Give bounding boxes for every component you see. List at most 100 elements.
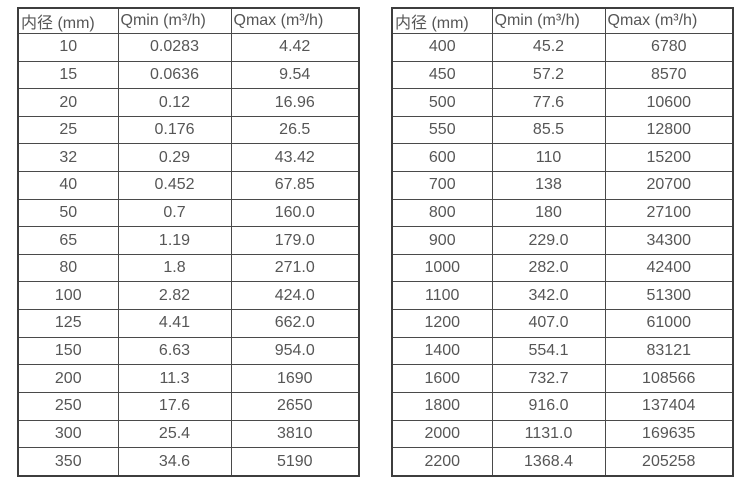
column-header-diameter: 内径 (mm) xyxy=(17,7,119,34)
table-row: 450 57.2 8570 xyxy=(391,60,734,90)
header-row: 内径 (mm) Qmin (m³/h) Qmax (m³/h) xyxy=(391,7,734,34)
table-row: 32 0.29 43.42 xyxy=(17,143,360,173)
flow-spec-table-small-dn: 内径 (mm) Qmin (m³/h) Qmax (m³/h) 10 0.0283… xyxy=(17,7,360,477)
cell-qmin: 1.8 xyxy=(117,253,232,283)
cell-diameter: 1600 xyxy=(391,364,493,393)
cell-qmin: 342.0 xyxy=(491,281,606,311)
table-row: 700 138 20700 xyxy=(391,171,734,200)
table-body: 10 0.0283 4.42 15 0.0636 9.54 20 0.12 16.96 25 0.1… xyxy=(17,33,360,477)
cell-qmax: 67.85 xyxy=(230,171,360,200)
cell-diameter: 900 xyxy=(391,226,493,255)
table-row: 15 0.0636 9.54 xyxy=(17,60,360,90)
cell-diameter: 50 xyxy=(17,198,119,228)
cell-qmax: 954.0 xyxy=(230,336,360,366)
cell-diameter: 1200 xyxy=(391,309,493,338)
table-body: 400 45.2 6780 450 57.2 8570 500 77.6 10600 550 85.… xyxy=(391,33,734,477)
cell-diameter: 80 xyxy=(17,253,119,283)
cell-diameter: 500 xyxy=(391,88,493,117)
cell-diameter: 40 xyxy=(17,171,119,200)
cell-diameter: 600 xyxy=(391,143,493,173)
cell-diameter: 350 xyxy=(17,447,119,477)
cell-diameter: 150 xyxy=(17,336,119,366)
cell-qmax: 179.0 xyxy=(230,226,360,255)
cell-qmin: 4.41 xyxy=(117,309,232,338)
cell-qmax: 1690 xyxy=(230,364,360,393)
cell-qmin: 554.1 xyxy=(491,336,606,366)
table-row: 100 2.82 424.0 xyxy=(17,281,360,311)
cell-qmax: 16.96 xyxy=(230,88,360,117)
cell-qmax: 20700 xyxy=(604,171,734,200)
cell-qmin: 0.7 xyxy=(117,198,232,228)
cell-qmax: 83121 xyxy=(604,336,734,366)
cell-qmax: 8570 xyxy=(604,60,734,90)
cell-qmax: 3810 xyxy=(230,419,360,449)
cell-diameter: 400 xyxy=(391,33,493,62)
table-row: 1800 916.0 137404 xyxy=(391,391,734,421)
table-row: 800 180 27100 xyxy=(391,198,734,228)
cell-diameter: 450 xyxy=(391,60,493,90)
table-row: 1200 407.0 61000 xyxy=(391,309,734,338)
table-row: 20 0.12 16.96 xyxy=(17,88,360,117)
table-row: 1400 554.1 83121 xyxy=(391,336,734,366)
table-row: 25 0.176 26.5 xyxy=(17,115,360,145)
cell-qmax: 424.0 xyxy=(230,281,360,311)
cell-diameter: 800 xyxy=(391,198,493,228)
cell-qmax: 51300 xyxy=(604,281,734,311)
table-row: 250 17.6 2650 xyxy=(17,391,360,421)
cell-diameter: 550 xyxy=(391,115,493,145)
table-row: 125 4.41 662.0 xyxy=(17,309,360,338)
cell-diameter: 2200 xyxy=(391,447,493,477)
cell-qmax: 43.42 xyxy=(230,143,360,173)
table-row: 1000 282.0 42400 xyxy=(391,253,734,283)
cell-qmin: 77.6 xyxy=(491,88,606,117)
cell-diameter: 20 xyxy=(17,88,119,117)
table-row: 400 45.2 6780 xyxy=(391,33,734,62)
cell-diameter: 32 xyxy=(17,143,119,173)
column-header-qmax: Qmax (m³/h) xyxy=(230,7,360,34)
cell-qmin: 0.29 xyxy=(117,143,232,173)
cell-diameter: 1400 xyxy=(391,336,493,366)
cell-diameter: 65 xyxy=(17,226,119,255)
table-row: 50 0.7 160.0 xyxy=(17,198,360,228)
cell-diameter: 2000 xyxy=(391,419,493,449)
cell-diameter: 300 xyxy=(17,419,119,449)
cell-qmin: 180 xyxy=(491,198,606,228)
table-row: 2000 1131.0 169635 xyxy=(391,419,734,449)
cell-qmax: 9.54 xyxy=(230,60,360,90)
cell-qmax: 61000 xyxy=(604,309,734,338)
table-row: 350 34.6 5190 xyxy=(17,447,360,477)
cell-qmin: 2.82 xyxy=(117,281,232,311)
cell-qmax: 662.0 xyxy=(230,309,360,338)
cell-qmin: 138 xyxy=(491,171,606,200)
table-row: 2200 1368.4 205258 xyxy=(391,447,734,477)
table-row: 1600 732.7 108566 xyxy=(391,364,734,393)
column-header-qmin: Qmin (m³/h) xyxy=(491,7,606,34)
cell-diameter: 1000 xyxy=(391,253,493,283)
cell-qmin: 45.2 xyxy=(491,33,606,62)
cell-qmax: 5190 xyxy=(230,447,360,477)
cell-qmin: 85.5 xyxy=(491,115,606,145)
cell-qmin: 1131.0 xyxy=(491,419,606,449)
cell-qmin: 407.0 xyxy=(491,309,606,338)
cell-qmin: 0.0283 xyxy=(117,33,232,62)
cell-qmax: 2650 xyxy=(230,391,360,421)
cell-qmin: 57.2 xyxy=(491,60,606,90)
table-row: 65 1.19 179.0 xyxy=(17,226,360,255)
cell-qmin: 0.0636 xyxy=(117,60,232,90)
flow-spec-table-large-dn: 内径 (mm) Qmin (m³/h) Qmax (m³/h) 400 45.2 6… xyxy=(391,7,734,477)
cell-qmin: 11.3 xyxy=(117,364,232,393)
column-header-qmax: Qmax (m³/h) xyxy=(604,7,734,34)
cell-diameter: 15 xyxy=(17,60,119,90)
cell-qmin: 0.176 xyxy=(117,115,232,145)
table-row: 500 77.6 10600 xyxy=(391,88,734,117)
cell-qmax: 34300 xyxy=(604,226,734,255)
cell-qmax: 6780 xyxy=(604,33,734,62)
table-row: 1100 342.0 51300 xyxy=(391,281,734,311)
header-row: 内径 (mm) Qmin (m³/h) Qmax (m³/h) xyxy=(17,7,360,34)
column-header-qmin: Qmin (m³/h) xyxy=(117,7,232,34)
cell-qmax: 26.5 xyxy=(230,115,360,145)
cell-qmin: 229.0 xyxy=(491,226,606,255)
cell-qmax: 169635 xyxy=(604,419,734,449)
cell-qmin: 34.6 xyxy=(117,447,232,477)
